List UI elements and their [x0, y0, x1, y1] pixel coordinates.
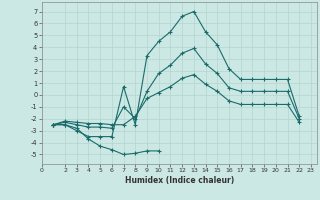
X-axis label: Humidex (Indice chaleur): Humidex (Indice chaleur) [124, 176, 234, 185]
